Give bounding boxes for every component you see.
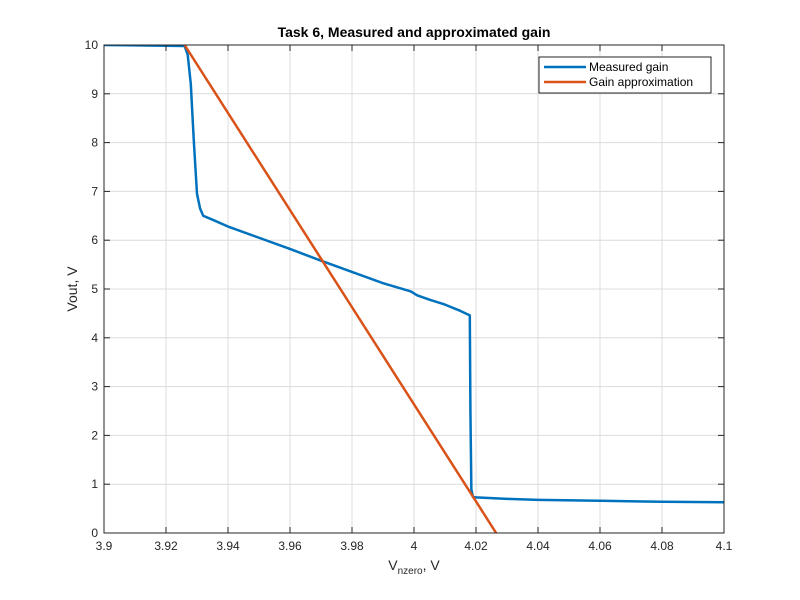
y-axis-label: Vout, V bbox=[64, 266, 80, 312]
x-tick-label: 4.04 bbox=[526, 539, 550, 553]
series-line-1 bbox=[183, 45, 498, 533]
x-tick-label: 4.1 bbox=[716, 539, 733, 553]
series-layer bbox=[104, 45, 724, 533]
x-axis-label-main: V bbox=[388, 557, 398, 573]
y-tick-label: 7 bbox=[91, 184, 98, 198]
x-tick-label: 4.06 bbox=[588, 539, 612, 553]
legend: Measured gain Gain approximation bbox=[538, 56, 712, 94]
tick-layer: 3.9 3.92 3.94 3.96 3.98 4 4.02 4.04 4.06 4.08 4.1 0… bbox=[85, 38, 733, 553]
legend-box bbox=[538, 56, 712, 94]
y-tick-label: 3 bbox=[91, 380, 98, 394]
legend-label-approx: Gain approximation bbox=[589, 75, 693, 89]
y-tick-label: 5 bbox=[91, 282, 98, 296]
y-tick-label: 0 bbox=[91, 526, 98, 540]
x-tick-label: 4.08 bbox=[650, 539, 674, 553]
y-tick-label: 6 bbox=[91, 233, 98, 247]
y-tick-label: 4 bbox=[91, 331, 98, 345]
chart-title: Task 6, Measured and approximated gain bbox=[278, 24, 551, 40]
x-tick-label: 3.94 bbox=[216, 539, 240, 553]
x-tick-label: 4.02 bbox=[464, 539, 488, 553]
y-tick-label: 10 bbox=[85, 38, 99, 52]
x-tick-label: 3.98 bbox=[340, 539, 364, 553]
y-tick-label: 8 bbox=[91, 136, 98, 150]
x-tick-label: 3.9 bbox=[96, 539, 113, 553]
x-axis-label-sub: nzero bbox=[398, 566, 423, 577]
y-tick-label: 2 bbox=[91, 428, 98, 442]
x-axis-label: Vnzero, V bbox=[388, 557, 440, 577]
legend-label-measured: Measured gain bbox=[589, 60, 668, 74]
x-axis-label-suffix: , V bbox=[423, 557, 441, 573]
x-tick-label: 3.96 bbox=[278, 539, 302, 553]
series-line-0 bbox=[104, 45, 724, 504]
y-tick-label: 9 bbox=[91, 87, 98, 101]
x-tick-label: 4 bbox=[411, 539, 418, 553]
x-tick-label: 3.92 bbox=[154, 539, 178, 553]
grid-layer bbox=[103, 44, 725, 534]
y-tick-label: 1 bbox=[91, 477, 98, 491]
